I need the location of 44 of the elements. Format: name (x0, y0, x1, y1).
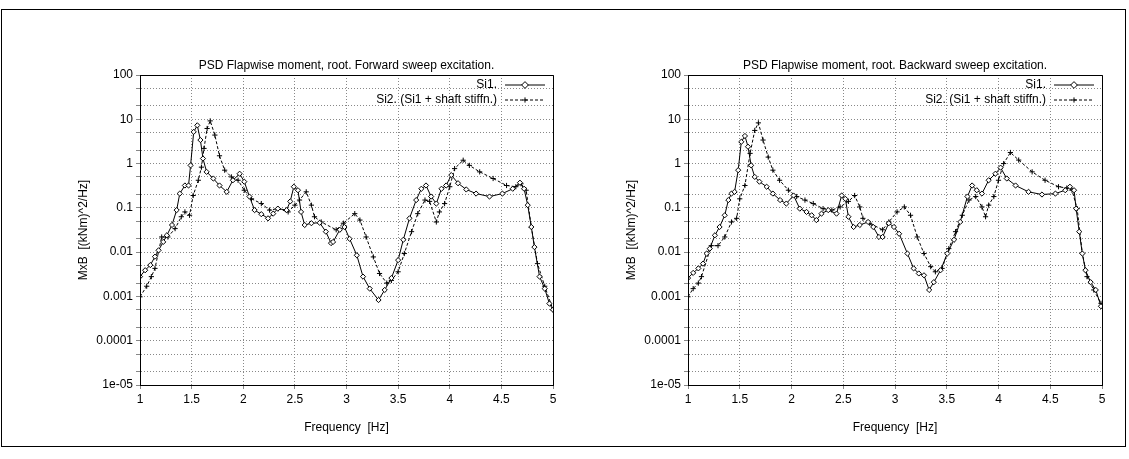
x-tick-label: 3.5 (938, 391, 956, 406)
y-tick-label: 100 (112, 67, 134, 82)
y-tick-label: 1 (674, 155, 682, 170)
x-tick-label: 3.5 (389, 391, 407, 406)
chart-title: PSD Flapwise moment, root. Backward sweep excitation. (742, 58, 1048, 73)
x-tick-label: 1.5 (731, 391, 749, 406)
x-tick-label: 4 (995, 391, 1003, 406)
x-tick-label: 5 (1098, 391, 1106, 406)
y-axis-title: MxB [(kNm)^2/Hz] (623, 179, 638, 281)
y-tick-label: 0.001 (102, 288, 134, 303)
x-tick-label: 3 (343, 391, 351, 406)
x-tick-label: 2.5 (286, 391, 304, 406)
legend-label: Si1. (476, 77, 497, 92)
y-tick-label: 0.0001 (96, 333, 134, 348)
x-tick-label: 2 (788, 391, 796, 406)
x-tick-label: 1 (136, 391, 144, 406)
y-tick-label: 0.0001 (644, 333, 682, 348)
y-tick-label: 1e-05 (650, 377, 682, 392)
x-tick-label: 4.5 (493, 391, 511, 406)
y-tick-label: 100 (660, 67, 682, 82)
y-tick-label: 0.1 (116, 200, 134, 215)
legend-label: Si2. (Si1 + shaft stiffn.) (925, 92, 1046, 107)
y-axis-title: MxB [(kNm)^2/Hz] (75, 179, 90, 281)
x-tick-label: 4.5 (1041, 391, 1059, 406)
y-tick-label: 0.1 (664, 200, 682, 215)
y-tick-label: 0.01 (109, 244, 134, 259)
y-tick-label: 0.01 (657, 244, 682, 259)
y-tick-label: 1 (126, 155, 134, 170)
chart-title: PSD Flapwise moment, root. Forward sweep excitation. (198, 58, 495, 73)
x-tick-label: 4 (446, 391, 454, 406)
y-tick-label: 10 (667, 111, 682, 126)
x-tick-label: 2 (239, 391, 247, 406)
y-tick-label: 1e-05 (102, 377, 134, 392)
legend-label: Si1. (1025, 77, 1046, 92)
x-axis-title: Frequency [Hz] (304, 420, 389, 435)
x-tick-label: 2.5 (834, 391, 852, 406)
y-tick-label: 10 (119, 111, 134, 126)
y-tick-label: 0.001 (650, 288, 682, 303)
legend-label: Si2. (Si1 + shaft stiffn.) (376, 92, 497, 107)
x-tick-label: 1.5 (183, 391, 201, 406)
x-tick-label: 1 (684, 391, 692, 406)
x-tick-label: 3 (891, 391, 899, 406)
x-tick-label: 5 (549, 391, 557, 406)
x-axis-title: Frequency [Hz] (852, 420, 938, 435)
